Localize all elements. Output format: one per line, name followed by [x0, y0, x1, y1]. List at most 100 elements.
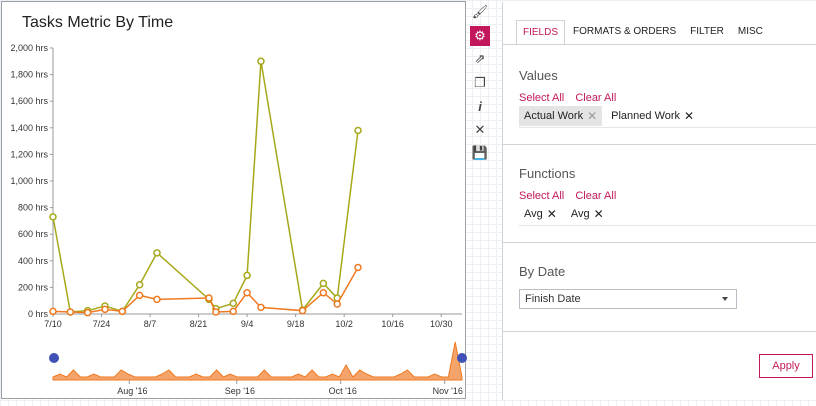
close-icon[interactable]: ✕ — [474, 121, 486, 137]
tab-fields[interactable]: FIELDS — [516, 20, 566, 46]
navigator-right-handle — [457, 353, 467, 363]
data-point — [298, 306, 307, 315]
functions-chips: Avg ✕ Avg ✕ — [519, 203, 816, 226]
tab-misc[interactable]: MISC — [737, 26, 763, 37]
data-point — [243, 271, 251, 280]
values-links: Select All Clear All — [519, 92, 624, 104]
chip-avg: Avg ✕ — [519, 204, 562, 224]
data-point — [229, 307, 237, 316]
chip-label: Avg — [524, 208, 543, 220]
y-tick-label: 400 hrs — [18, 256, 49, 266]
settings-tabs: FIELDS FORMATS & ORDERS FILTER MISC — [516, 20, 771, 46]
data-point — [354, 126, 362, 135]
x-tick-label: 8/7 — [144, 319, 157, 329]
functions-links: Select All Clear All — [519, 190, 624, 202]
x-tick-label: 7/24 — [93, 319, 111, 329]
chevron-down-icon — [722, 297, 728, 301]
section-divider — [503, 331, 816, 332]
tab-formats-orders[interactable]: FORMATS & ORDERS — [573, 26, 677, 37]
values-select-all-link[interactable]: Select All — [519, 92, 565, 104]
chart-title: Tasks Metric By Time — [22, 14, 174, 31]
chip-label: Planned Work — [611, 110, 681, 122]
data-point — [101, 305, 109, 314]
data-point — [212, 308, 220, 316]
data-point — [49, 213, 57, 221]
apply-button[interactable]: Apply — [759, 354, 813, 378]
navigator-area — [52, 341, 463, 381]
section-divider — [503, 242, 816, 243]
y-tick-label: 1,200 hrs — [10, 149, 48, 159]
y-tick-label: 1,800 hrs — [10, 70, 48, 80]
gear-icon[interactable]: ⚙ — [470, 25, 490, 46]
data-point — [257, 57, 265, 66]
data-point — [229, 299, 237, 308]
x-tick-label: 8/21 — [190, 319, 208, 329]
data-point — [135, 280, 144, 289]
by-date-title: By Date — [519, 264, 566, 279]
data-point — [319, 288, 328, 297]
functions-title: Functions — [519, 166, 576, 181]
data-point — [319, 279, 328, 288]
navigator-month-label: Nov '16 — [433, 386, 463, 396]
chip-label: Avg — [570, 208, 590, 220]
chart-panel: Tasks Metric By Time 0 hrs 200 hrs 400 hrs… — [1, 1, 467, 400]
data-point — [118, 307, 127, 316]
data-point — [153, 295, 161, 304]
data-point — [49, 307, 57, 316]
chip-label: Actual Work — [524, 110, 584, 122]
data-point — [135, 291, 144, 300]
data-point — [66, 308, 75, 316]
y-tick-label: 800 hrs — [18, 203, 49, 213]
y-tick-label: 600 hrs — [18, 229, 49, 239]
tab-filter[interactable]: FILTER — [690, 26, 724, 37]
remove-icon[interactable]: ✕ — [546, 207, 557, 221]
tab-underline — [503, 44, 816, 45]
select-value: Finish Date — [525, 293, 581, 305]
functions-clear-all-link[interactable]: Clear All — [575, 190, 617, 202]
functions-select-all-link[interactable]: Select All — [519, 190, 565, 202]
chip-avg: Avg ✕ — [566, 204, 609, 224]
values-chips: Actual Work ✕ Planned Work ✕ — [519, 105, 816, 128]
y-tick-label: 0 hrs — [28, 309, 49, 319]
popout-icon[interactable]: ⇗ — [474, 51, 486, 66]
settings-panel: FIELDS FORMATS & ORDERS FILTER MISC Valu… — [502, 2, 816, 400]
x-tick-label: 10/16 — [381, 319, 404, 329]
y-tick-label: 1,400 hrs — [10, 123, 48, 133]
x-tick-label: 9/4 — [241, 319, 254, 329]
navigator-month-label: Sep '16 — [225, 386, 255, 396]
navigator-month-label: Aug '16 — [117, 386, 147, 396]
chart-toolbar: 🖌 ⚙ ⇗ ❐ i ✕ 💾 — [470, 2, 492, 167]
data-point — [153, 249, 161, 257]
remove-icon[interactable]: ✕ — [593, 207, 604, 221]
x-tick-label: 9/18 — [287, 319, 305, 329]
y-tick-label: 2,000 hrs — [10, 43, 48, 53]
data-point — [83, 308, 92, 317]
navigator-month-label: Oct '16 — [329, 386, 357, 396]
data-point — [257, 303, 265, 312]
y-tick-label: 200 hrs — [18, 282, 49, 292]
data-point — [333, 300, 341, 308]
x-tick-label: 7/10 — [44, 319, 62, 329]
brush-icon[interactable]: 🖌 — [471, 4, 489, 19]
y-tick-label: 1,600 hrs — [10, 96, 48, 106]
section-divider — [503, 144, 816, 145]
save-icon[interactable]: 💾 — [471, 145, 489, 160]
series-line — [52, 267, 359, 314]
values-clear-all-link[interactable]: Clear All — [575, 92, 617, 104]
chip-planned-work: Planned Work ✕ — [606, 106, 699, 126]
windows-icon[interactable]: ❐ — [474, 74, 486, 90]
series-line — [52, 61, 359, 313]
x-tick-label: 10/30 — [430, 319, 453, 329]
navigator-left-handle — [49, 353, 59, 363]
y-tick-label: 1,000 hrs — [10, 176, 48, 186]
values-title: Values — [519, 68, 558, 83]
info-icon[interactable]: i — [478, 98, 482, 114]
x-tick-label: 10/2 — [335, 319, 353, 329]
line-chart[interactable]: 0 hrs 200 hrs 400 hrs 600 hrs 800 hrs 1,000 h… — [2, 40, 467, 400]
date-field-select[interactable]: Finish Date — [519, 289, 737, 309]
data-point — [243, 288, 251, 297]
data-point — [205, 294, 213, 302]
remove-icon[interactable]: ✕ — [587, 109, 598, 123]
remove-icon[interactable]: ✕ — [684, 109, 695, 123]
data-point — [354, 263, 362, 272]
